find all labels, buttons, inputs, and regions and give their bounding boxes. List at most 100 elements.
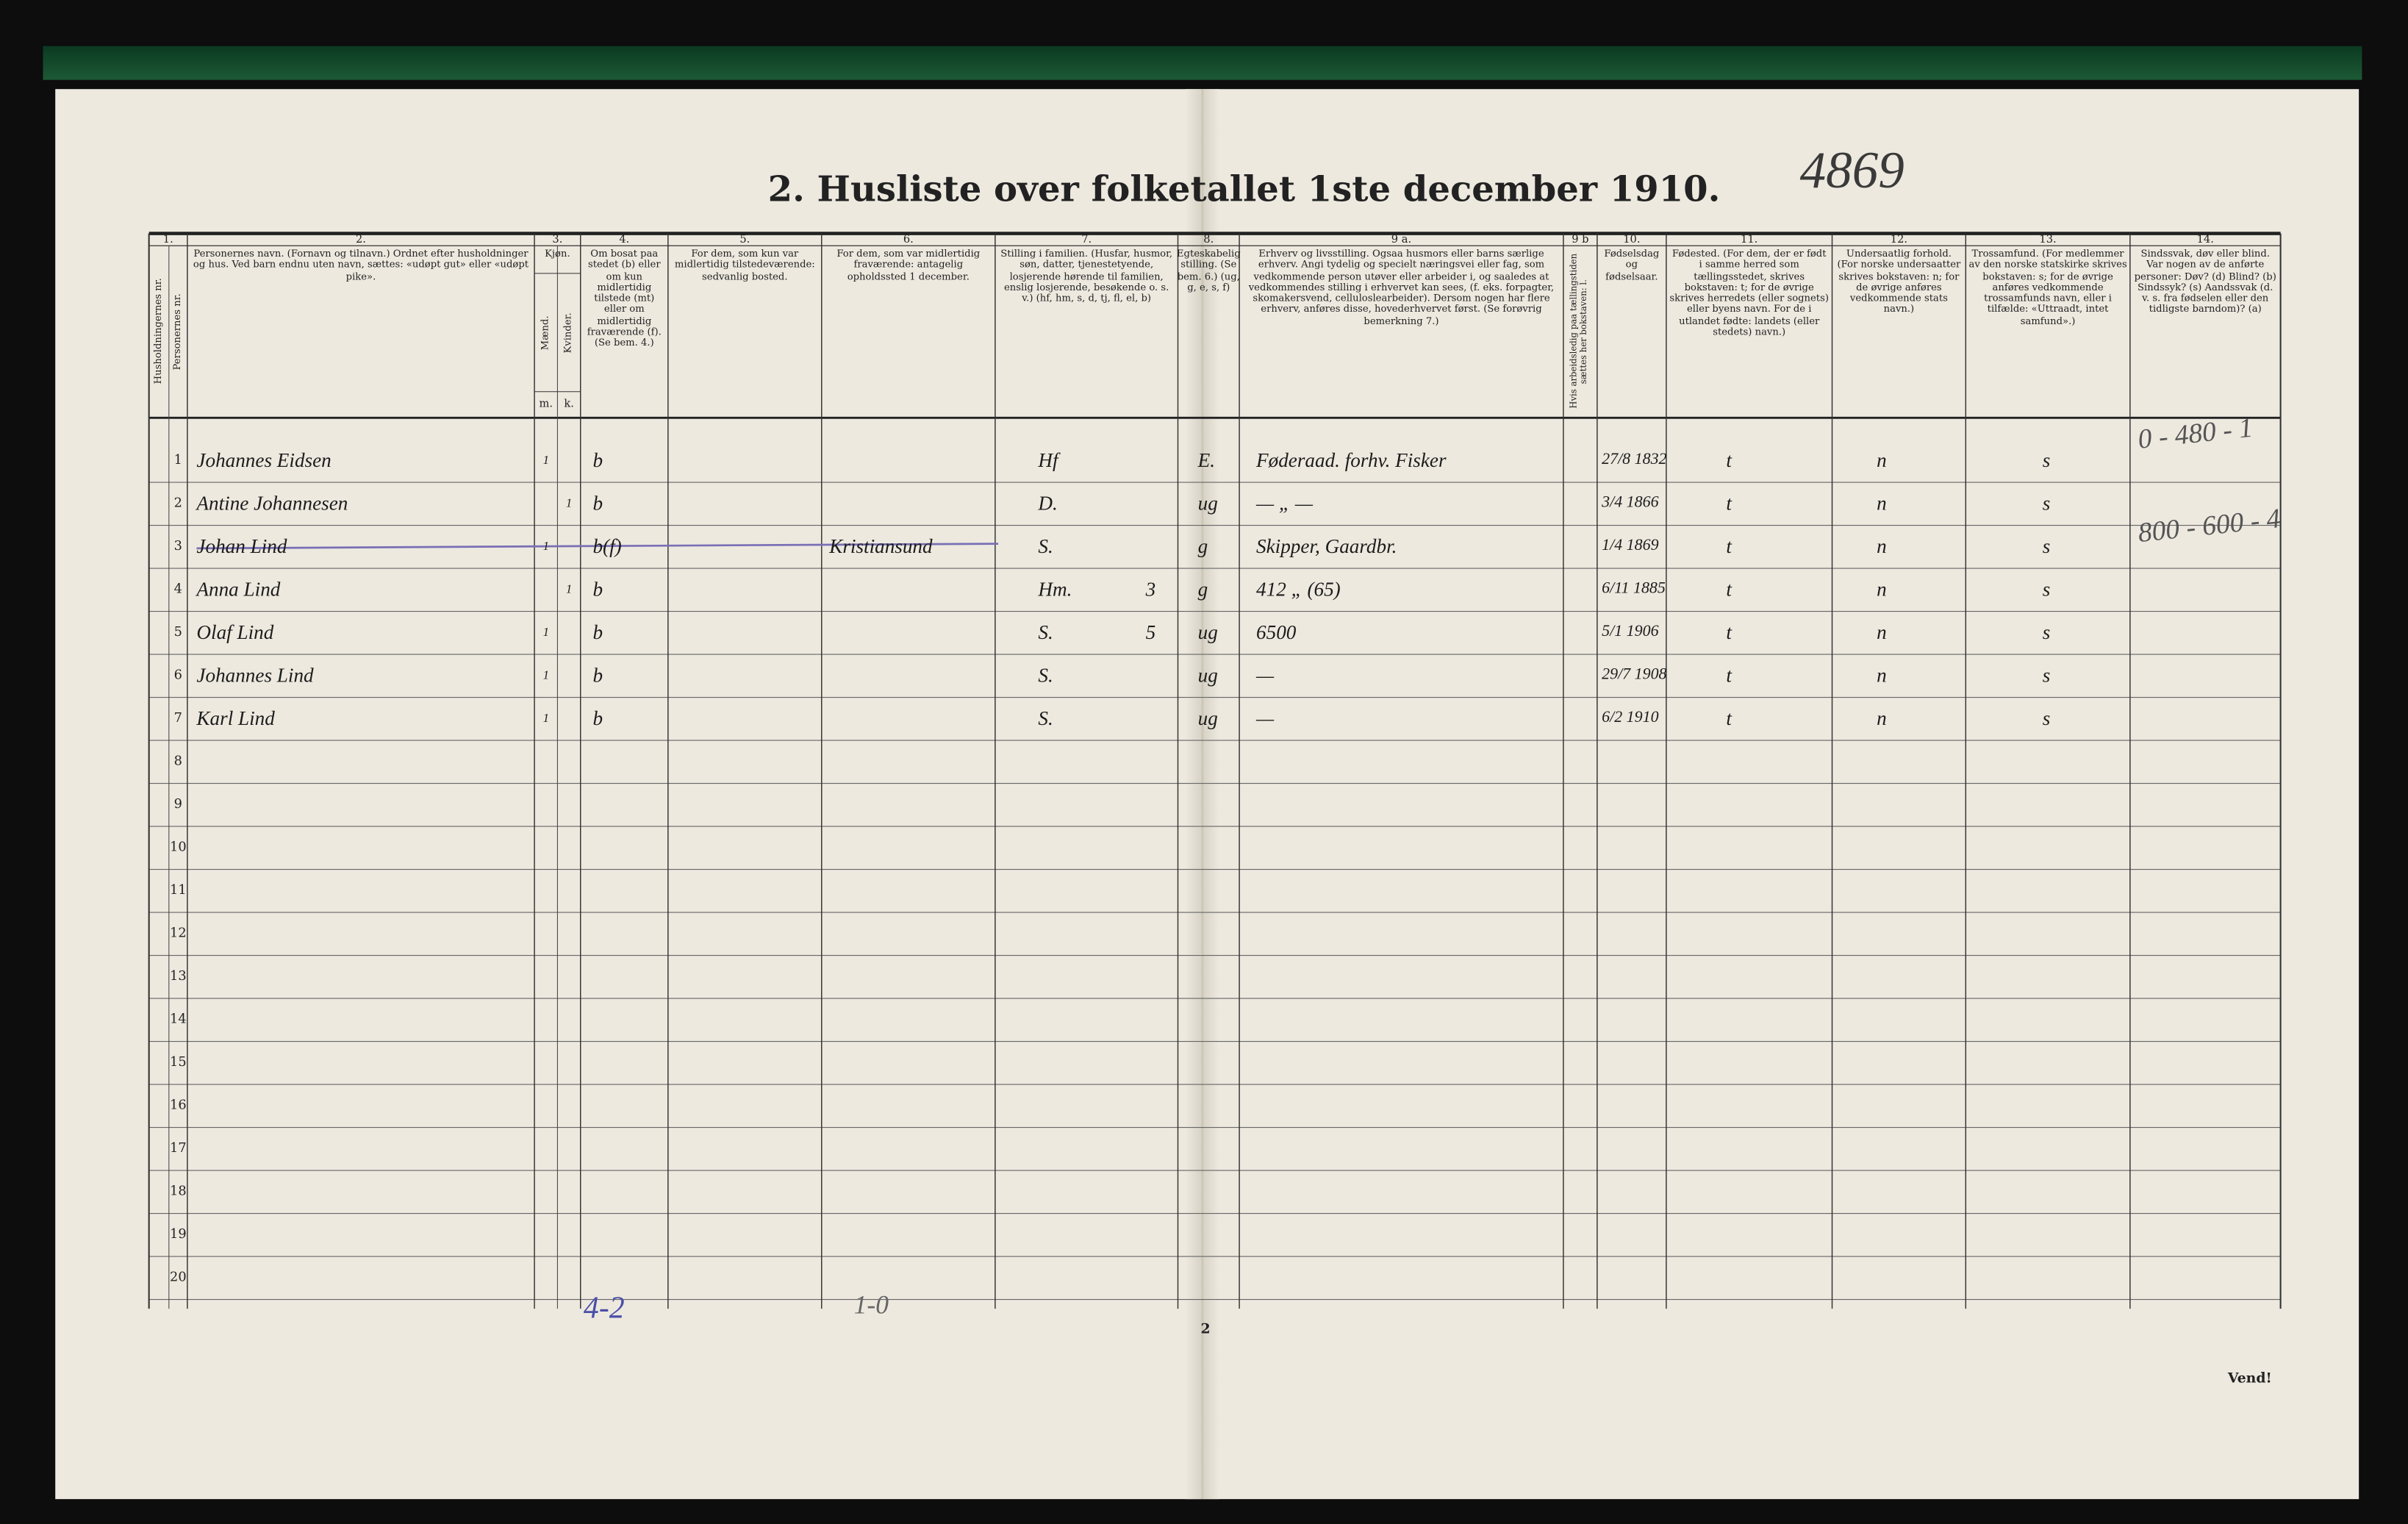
- cell-name: Johannes Lind: [196, 663, 314, 687]
- page-fold: [1185, 89, 1219, 1500]
- row-number: 2: [173, 496, 183, 512]
- cell-residence: b: [592, 706, 603, 730]
- row-number: 4: [173, 582, 183, 598]
- row-number: 7: [173, 711, 183, 727]
- cell-family-position: S.: [1038, 620, 1053, 644]
- cell-residence: b(f): [592, 534, 622, 558]
- cell-occupation: 6500: [1256, 620, 1297, 644]
- row-number: 16: [170, 1098, 187, 1114]
- cell-residence: b: [592, 448, 603, 472]
- strike-through: [196, 543, 999, 550]
- cell-citizenship: n: [1877, 620, 1887, 644]
- cell-m: 1: [542, 453, 549, 468]
- cell-name: Anna Lind: [196, 577, 281, 601]
- cell-birth-date: 29/7 1908: [1602, 666, 1667, 684]
- cell-citizenship: n: [1877, 577, 1887, 601]
- row-number: 1: [173, 453, 183, 469]
- cell-residence: b: [592, 491, 603, 515]
- cell-family-position: D.: [1038, 491, 1058, 515]
- cell-k: 1: [565, 496, 573, 510]
- cell-family-position: S.: [1038, 534, 1053, 558]
- sub-header-short: m.: [539, 398, 553, 410]
- cell-residence: b: [592, 577, 603, 601]
- column-number: 6.: [903, 233, 914, 246]
- cell-birth-date: 27/8 1832: [1602, 451, 1667, 469]
- row-number: 14: [170, 1012, 187, 1028]
- column-header: Stilling i familien. (Husfar, husmor, sø…: [1000, 248, 1173, 305]
- cell-birthplace: t: [1726, 448, 1732, 472]
- column-header: Sindssvak, døv eller blind. Var nogen av…: [2134, 248, 2276, 316]
- cell-birth-date: 5/1 1906: [1602, 623, 1659, 641]
- cell-birth-date: 1/4 1869: [1602, 537, 1659, 555]
- row-number: 19: [170, 1227, 187, 1243]
- total-temporary: 1-0: [853, 1290, 889, 1320]
- cell-m: 1: [542, 539, 549, 554]
- cell-name: Antine Johannesen: [196, 491, 348, 515]
- column-header: Fødested. (For dem, der er født i samme …: [1669, 248, 1829, 338]
- sub-header-short: k.: [564, 398, 574, 410]
- column-number: 4.: [619, 233, 630, 246]
- cell-occupation: 412 „ (65): [1256, 577, 1341, 601]
- cell-temporary-location: Kristiansund: [829, 534, 933, 558]
- sub-header: Kvinder.: [563, 312, 574, 353]
- cell-religion: s: [2042, 491, 2051, 515]
- column-header: Kjøn.: [545, 248, 570, 260]
- cell-citizenship: n: [1877, 448, 1887, 472]
- cell-birthplace: t: [1726, 577, 1732, 601]
- cell-citizenship: n: [1877, 706, 1887, 730]
- cell-family-position: S.: [1038, 706, 1053, 730]
- cell-marital-status: ug: [1197, 663, 1218, 687]
- column-number: 12.: [1890, 233, 1908, 246]
- cell-family-note: 3: [1145, 577, 1156, 601]
- column-number: 2.: [355, 233, 366, 246]
- cell-occupation: —: [1256, 706, 1275, 730]
- column-number: 7.: [1081, 233, 1092, 246]
- cell-name: Johannes Eidsen: [196, 448, 332, 472]
- column-header: Trossamfund. (For medlemmer av den norsk…: [1968, 248, 2127, 327]
- sub-header: Mænd.: [540, 315, 551, 350]
- cell-birthplace: t: [1726, 620, 1732, 644]
- cell-birth-date: 6/2 1910: [1602, 709, 1659, 727]
- cell-name: Karl Lind: [196, 706, 275, 730]
- cell-birthplace: t: [1726, 491, 1732, 515]
- row-number: 10: [170, 840, 187, 856]
- archive-number: 4869: [1799, 143, 1904, 200]
- row-number: 15: [170, 1055, 187, 1071]
- cell-birthplace: t: [1726, 534, 1732, 558]
- cell-marital-status: ug: [1197, 491, 1218, 515]
- row-number: 12: [170, 926, 187, 942]
- total-residence: 4-2: [583, 1292, 625, 1326]
- column-header: Personernes navn. (Fornavn og tilnavn.) …: [193, 248, 529, 282]
- column-number: 14.: [2196, 233, 2214, 246]
- cell-m: 1: [542, 625, 549, 640]
- row-number: 8: [173, 754, 183, 770]
- column-header: For dem, som var midlertidig fraværende:…: [836, 248, 981, 282]
- row-number: 6: [173, 668, 183, 684]
- row-number: 11: [170, 883, 187, 899]
- cell-religion: s: [2042, 706, 2051, 730]
- column-header: Om bosat paa stedet (b) eller om kun mid…: [587, 248, 662, 350]
- cell-marital-status: g: [1197, 577, 1208, 601]
- cell-occupation: — „ —: [1256, 491, 1314, 515]
- column-number: 9 a.: [1391, 233, 1412, 246]
- cell-birth-date: 6/11 1885: [1602, 580, 1666, 598]
- column-number: 10.: [1623, 233, 1641, 246]
- row-number: 13: [170, 969, 187, 985]
- column-header: For dem, som kun var midlertidig tilsted…: [674, 248, 815, 282]
- cell-occupation: —: [1256, 663, 1275, 687]
- column-number: 13.: [2039, 233, 2057, 246]
- binding-strip: [43, 46, 2362, 80]
- row-number: 17: [170, 1141, 187, 1157]
- cell-name: Olaf Lind: [196, 620, 274, 644]
- cell-family-note: 5: [1145, 620, 1156, 644]
- column-header: Undersaatlig forhold. (For norske unders…: [1837, 248, 1961, 316]
- cell-marital-status: E.: [1197, 448, 1216, 472]
- row-number: 5: [173, 625, 183, 641]
- column-number: 11.: [1741, 233, 1758, 246]
- column-number: 9 b: [1572, 233, 1589, 246]
- cell-religion: s: [2042, 620, 2051, 644]
- cell-family-position: Hm.: [1038, 577, 1072, 601]
- cell-religion: s: [2042, 577, 2051, 601]
